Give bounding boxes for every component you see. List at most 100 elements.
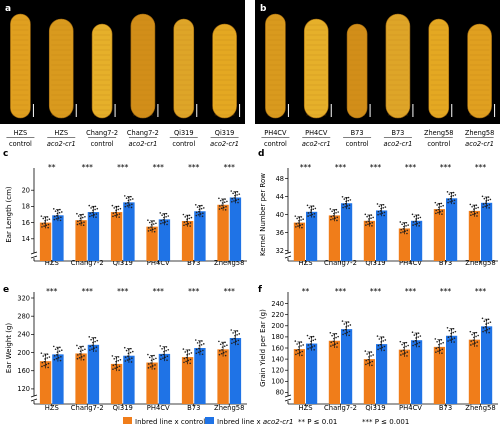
x-tick-label: B73 bbox=[187, 404, 200, 412]
legend-note-p001: *** P ≤ 0.001 bbox=[362, 418, 409, 426]
data-point bbox=[198, 210, 200, 213]
bar-control bbox=[398, 349, 410, 404]
data-point bbox=[56, 354, 58, 356]
data-point bbox=[481, 195, 484, 198]
data-point bbox=[118, 365, 121, 368]
maize-ear bbox=[212, 23, 237, 119]
data-point bbox=[382, 207, 385, 209]
data-point bbox=[414, 343, 417, 346]
data-point bbox=[440, 205, 442, 208]
data-point bbox=[232, 332, 234, 334]
data-point bbox=[95, 213, 98, 215]
data-point bbox=[400, 228, 403, 231]
data-point bbox=[55, 357, 58, 360]
data-point bbox=[218, 353, 221, 356]
data-point bbox=[437, 211, 439, 214]
data-point bbox=[94, 208, 96, 211]
data-point bbox=[383, 345, 386, 348]
data-point bbox=[297, 225, 299, 227]
legend: Inbred line x control Inbred line x aco2-… bbox=[123, 417, 409, 426]
data-point bbox=[453, 337, 456, 339]
data-point bbox=[152, 365, 154, 367]
significance-label: *** bbox=[405, 163, 417, 172]
data-point bbox=[199, 350, 202, 353]
data-point bbox=[45, 363, 48, 366]
data-point bbox=[406, 351, 409, 353]
data-point bbox=[407, 344, 409, 347]
data-point bbox=[412, 344, 414, 347]
y-tick-label: 120 bbox=[17, 385, 30, 393]
ear-line-label: Zheng58 bbox=[424, 129, 454, 137]
data-point bbox=[118, 213, 121, 215]
data-point bbox=[447, 340, 449, 342]
data-point bbox=[118, 369, 120, 371]
significance-label: *** bbox=[300, 163, 312, 172]
photo-background bbox=[255, 0, 500, 124]
data-point bbox=[95, 216, 97, 218]
data-point bbox=[376, 335, 379, 337]
data-point bbox=[436, 340, 438, 343]
significance-label: *** bbox=[153, 287, 165, 296]
data-point bbox=[54, 348, 57, 351]
data-point bbox=[41, 226, 43, 228]
data-point bbox=[416, 342, 419, 345]
data-point bbox=[199, 213, 202, 215]
data-point bbox=[314, 207, 317, 210]
maize-ear bbox=[48, 18, 74, 119]
data-point bbox=[162, 357, 164, 360]
data-point bbox=[200, 344, 203, 346]
ear-treatment-label: aco2-cr1 bbox=[384, 140, 413, 148]
data-point bbox=[153, 367, 156, 370]
data-point bbox=[112, 215, 114, 218]
data-point bbox=[161, 347, 163, 350]
data-point bbox=[383, 349, 385, 352]
data-point bbox=[125, 349, 128, 352]
data-point bbox=[377, 210, 380, 213]
data-point bbox=[343, 198, 346, 200]
data-point bbox=[47, 226, 49, 229]
data-point bbox=[452, 331, 455, 334]
data-point bbox=[488, 203, 491, 206]
data-point bbox=[296, 217, 298, 220]
data-point bbox=[112, 364, 115, 367]
significance-label: *** bbox=[46, 287, 58, 296]
data-point bbox=[372, 354, 374, 356]
bar-control bbox=[75, 353, 87, 404]
data-point bbox=[190, 216, 193, 219]
significance-label: *** bbox=[440, 163, 452, 172]
data-point bbox=[129, 198, 132, 201]
data-point bbox=[441, 348, 444, 351]
data-point bbox=[189, 358, 192, 361]
data-point bbox=[449, 200, 452, 203]
bar-mutant bbox=[481, 326, 493, 404]
data-point bbox=[348, 204, 351, 206]
data-point bbox=[381, 212, 384, 214]
axis-break-mark bbox=[284, 251, 292, 259]
data-point bbox=[231, 197, 233, 200]
ear-treatment-label: control bbox=[172, 140, 195, 148]
data-point bbox=[166, 223, 168, 226]
data-point bbox=[434, 338, 437, 340]
bar-mutant bbox=[52, 215, 64, 261]
y-tick-label: 36 bbox=[276, 229, 284, 237]
significance-label: *** bbox=[370, 287, 382, 296]
y-tick-label: 200 bbox=[17, 349, 30, 357]
data-point bbox=[384, 339, 387, 341]
data-point bbox=[83, 221, 85, 223]
data-point bbox=[487, 322, 490, 324]
data-point bbox=[346, 331, 349, 334]
data-point bbox=[472, 339, 475, 341]
photo-panel-b: b bbox=[255, 0, 500, 124]
data-point bbox=[148, 221, 151, 224]
data-point bbox=[237, 201, 239, 204]
data-point bbox=[447, 201, 449, 204]
data-point bbox=[348, 207, 350, 210]
data-point bbox=[300, 345, 302, 347]
bar-control bbox=[363, 220, 375, 261]
y-tick-label: 18 bbox=[22, 203, 30, 211]
data-point bbox=[406, 232, 408, 235]
data-point bbox=[484, 329, 487, 332]
data-point bbox=[96, 207, 99, 210]
data-point bbox=[218, 197, 220, 200]
data-point bbox=[237, 198, 240, 201]
